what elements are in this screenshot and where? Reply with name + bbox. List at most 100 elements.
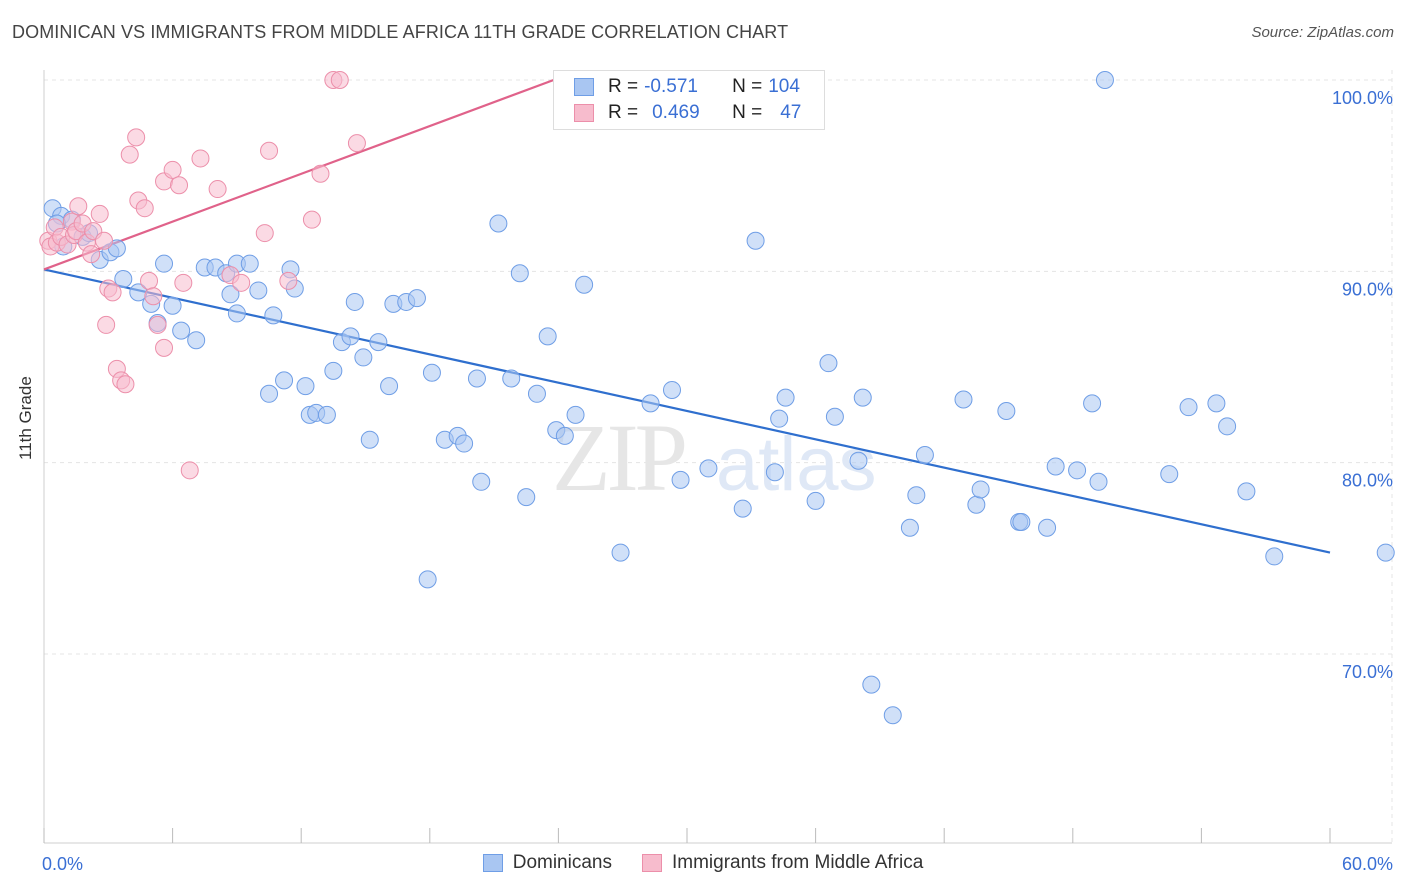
dominicans-point [380, 377, 399, 396]
dominicans-point [489, 214, 508, 233]
dominicans-point [172, 321, 191, 340]
chart-title: DOMINICAN VS IMMIGRANTS FROM MIDDLE AFRI… [12, 22, 789, 42]
dominicans-point [249, 281, 268, 300]
middle-africa-legend-swatch [641, 854, 662, 872]
dominicans-point [566, 405, 585, 424]
dominicans-point [527, 384, 546, 403]
middle-africa-point [191, 149, 210, 168]
dominicans-point [264, 306, 283, 325]
dominicans-point [455, 434, 474, 453]
dominicans-point [883, 706, 902, 725]
middle-africa-point [170, 176, 189, 195]
x-tick-label-max: 60.0% [1342, 854, 1393, 874]
middle-africa-point [69, 197, 88, 216]
middle-africa-point [279, 271, 298, 290]
x-tick-label-min: 0.0% [42, 854, 83, 874]
dominicans-point [510, 264, 529, 283]
dominicans-point [360, 430, 379, 449]
r-label: R = [608, 76, 639, 97]
dominicans-point [967, 495, 986, 514]
middle-africa-point [155, 338, 174, 357]
dominicans-point [260, 384, 279, 403]
dominicans-point [324, 361, 343, 380]
r-value: 0.469 [652, 102, 700, 123]
r-label: R = [608, 102, 639, 123]
dominicans-point [954, 390, 973, 409]
tick-labels: 70.0% 80.0% 90.0% 100.0% 0.0% 60.0% [42, 88, 1393, 874]
y-tick-label: 90.0% [1342, 279, 1393, 299]
dominicans-point [733, 499, 752, 518]
dominicans-point [641, 394, 660, 413]
middle-africa-point [232, 273, 251, 292]
legend-item-middle-africa[interactable]: Immigrants from Middle Africa [641, 852, 924, 874]
dominicans-point [221, 285, 240, 304]
stats-legend: R = -0.571 N = 104 R = 0.469 N = 47 [553, 70, 825, 130]
dominicans-point [862, 675, 881, 694]
dominicans-point [1179, 398, 1198, 417]
r-value: -0.571 [644, 76, 698, 97]
dominicans-point [1207, 394, 1226, 413]
middle-africa-point [260, 141, 279, 160]
dominicans-point [296, 377, 315, 396]
dominicans-point [538, 327, 557, 346]
dominicans-point [114, 269, 133, 288]
dominicans-point [422, 363, 441, 382]
dominicans-point [1376, 543, 1395, 562]
dominicans-legend-swatch [482, 854, 503, 872]
middle-africa-point [311, 164, 330, 183]
dominicans-point [1083, 394, 1102, 413]
middle-africa-point [82, 245, 101, 264]
dominicans-point [227, 304, 246, 323]
dominicans-point [1160, 465, 1179, 484]
dominicans-point [502, 369, 521, 388]
middle-africa-point [174, 273, 193, 292]
dominicans-point [997, 402, 1016, 421]
dominicans-point [819, 354, 838, 373]
dominicans-point [1046, 457, 1065, 476]
dominicans-point [155, 254, 174, 273]
dominicans-point [472, 472, 491, 491]
source-label: Source: ZipAtlas.com [1251, 24, 1394, 41]
middle-africa-point [127, 128, 146, 147]
dominicans-point [806, 491, 825, 510]
dominicans-point [770, 409, 789, 428]
dominicans-point [1089, 472, 1108, 491]
axes [43, 70, 1392, 844]
dominicans-point [1012, 512, 1031, 531]
dominicans-point [849, 451, 868, 470]
middle-africa-point [347, 134, 366, 153]
y-tick-label: 100.0% [1332, 88, 1393, 108]
dominicans-point [662, 380, 681, 399]
dominicans-point [1068, 461, 1087, 480]
middle-africa-point [135, 199, 154, 218]
trend-line-0 [43, 268, 1331, 554]
y-axis-label: 11th Grade [16, 376, 35, 460]
n-value: 47 [780, 102, 802, 123]
dominicans-point [1038, 518, 1057, 537]
middle-africa-point [103, 283, 122, 302]
middle-africa-point [95, 231, 114, 250]
dominicans-point [907, 486, 926, 505]
middle-africa-point [208, 180, 227, 199]
dominicans-point [1218, 417, 1237, 436]
middle-africa-point [180, 461, 199, 480]
dominicans-point [853, 388, 872, 407]
dominicans-point [163, 296, 182, 315]
dominicans-point [1095, 71, 1114, 89]
dominicans-point [354, 348, 373, 367]
middle-africa-legend-label: Immigrants from Middle Africa [671, 852, 924, 873]
legend-item-dominicans[interactable]: Dominicans [482, 852, 612, 874]
dominicans-point [317, 405, 336, 424]
dominicans-point [345, 292, 364, 311]
dominicans-point [575, 275, 594, 294]
middle-africa-point [163, 160, 182, 179]
dominicans-point [275, 371, 294, 390]
dominicans-point [746, 231, 765, 250]
n-value: 104 [768, 76, 800, 97]
dominicans-point [418, 570, 437, 589]
dominicans-point [671, 470, 690, 489]
y-tick-label: 80.0% [1342, 471, 1393, 491]
dominicans-point [369, 333, 388, 352]
dominicans-point [467, 369, 486, 388]
